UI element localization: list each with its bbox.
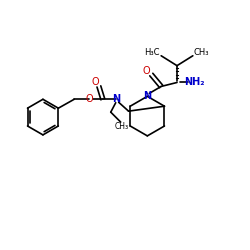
- Text: NH₂: NH₂: [184, 78, 205, 88]
- Text: O: O: [142, 66, 150, 76]
- Text: CH₃: CH₃: [194, 48, 210, 57]
- Text: O: O: [85, 94, 93, 104]
- Text: CH₃: CH₃: [114, 122, 129, 132]
- Text: N: N: [112, 94, 120, 104]
- Text: H₃C: H₃C: [144, 48, 160, 57]
- Text: O: O: [91, 78, 99, 88]
- Text: N: N: [143, 91, 152, 101]
